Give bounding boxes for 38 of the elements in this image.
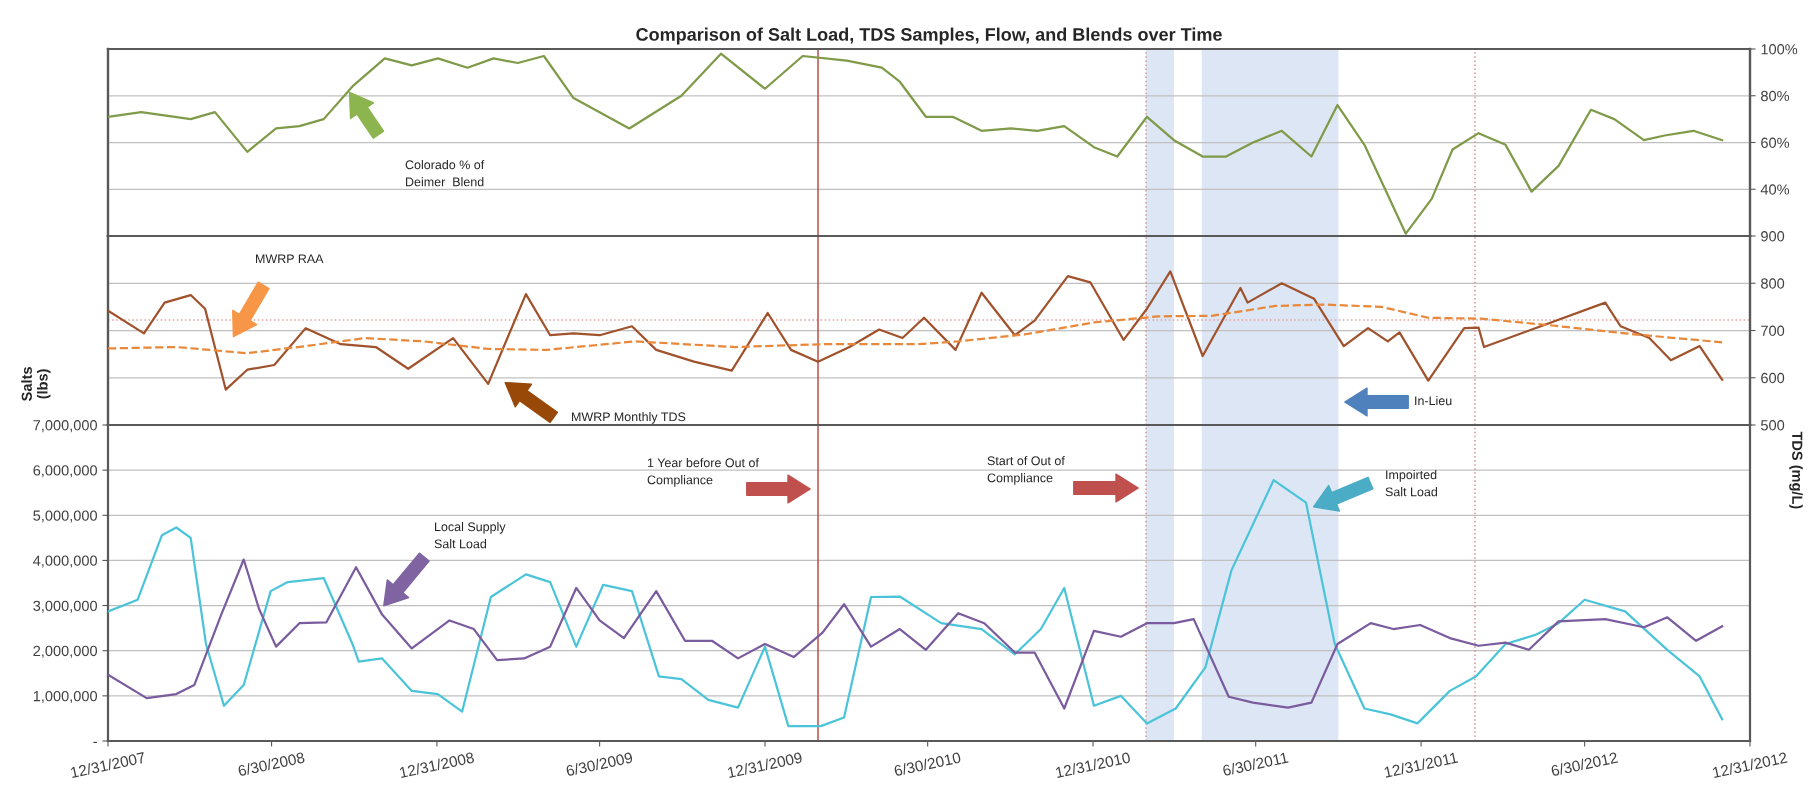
annotation: 1 Year before Out of Compliance — [647, 458, 759, 487]
line-series — [108, 270, 1724, 391]
annotation: MWRP Monthly TDS — [572, 412, 686, 424]
x-tick-label: 6/30/2010 — [893, 751, 962, 777]
y2-tick-label: 40% — [1760, 184, 1790, 195]
x-tick-label: 6/30/2009 — [565, 751, 633, 777]
y2-tick-label: 700 — [1761, 325, 1785, 336]
y-tick-label: 6,000,000 — [33, 465, 98, 478]
y-tick-label: 5,000,000 — [33, 510, 98, 523]
y-tick-label: - — [93, 741, 97, 743]
y-tick-label: 3,000,000 — [33, 600, 98, 613]
y-tick-label: 1,000,000 — [33, 690, 98, 704]
x-tick-label: 6/30/2012 — [1550, 751, 1618, 777]
y2-tick-label: 60% — [1761, 137, 1790, 148]
line-series — [108, 303, 1724, 355]
y-axis-title: Salts (lbs) — [21, 367, 51, 401]
x-tick-label: 12/31/2011 — [1383, 751, 1459, 778]
y-tick-label: 4,000,000 — [33, 555, 98, 568]
y2-tick-label: 800 — [1761, 278, 1785, 289]
chart-title: Comparison of Salt Load, TDS Samples, Flow, and Blends over Time — [636, 27, 1222, 45]
line-series — [108, 52, 1724, 235]
y2-tick-label: 500 — [1761, 420, 1785, 431]
annotation: Local Supply Salt Load — [434, 522, 506, 549]
y2-axis-title: TDS (mg/L) — [1789, 431, 1803, 509]
x-tick-label: 6/30/2008 — [237, 751, 306, 777]
y2-tick-label: 900 — [1761, 231, 1785, 242]
annotation: Start of Out of Compliance — [987, 456, 1065, 485]
y2-tick-label: 80% — [1761, 90, 1790, 102]
y2-tick-label: 600 — [1761, 372, 1785, 384]
x-tick-label: 6/30/2011 — [1222, 751, 1289, 777]
annotation: MWRP RAA — [256, 254, 324, 264]
y-tick-label: 7,000,000 — [33, 420, 98, 433]
annotation: Impoirted Salt Load — [1385, 470, 1438, 497]
annotation: In-Lieu — [1415, 396, 1452, 406]
annotation: Colorado % of Deimer Blend — [405, 160, 485, 187]
y-tick-label: 2,000,000 — [33, 645, 98, 658]
line-series — [108, 558, 1724, 710]
y2-tick-label: 100% — [1761, 44, 1798, 55]
